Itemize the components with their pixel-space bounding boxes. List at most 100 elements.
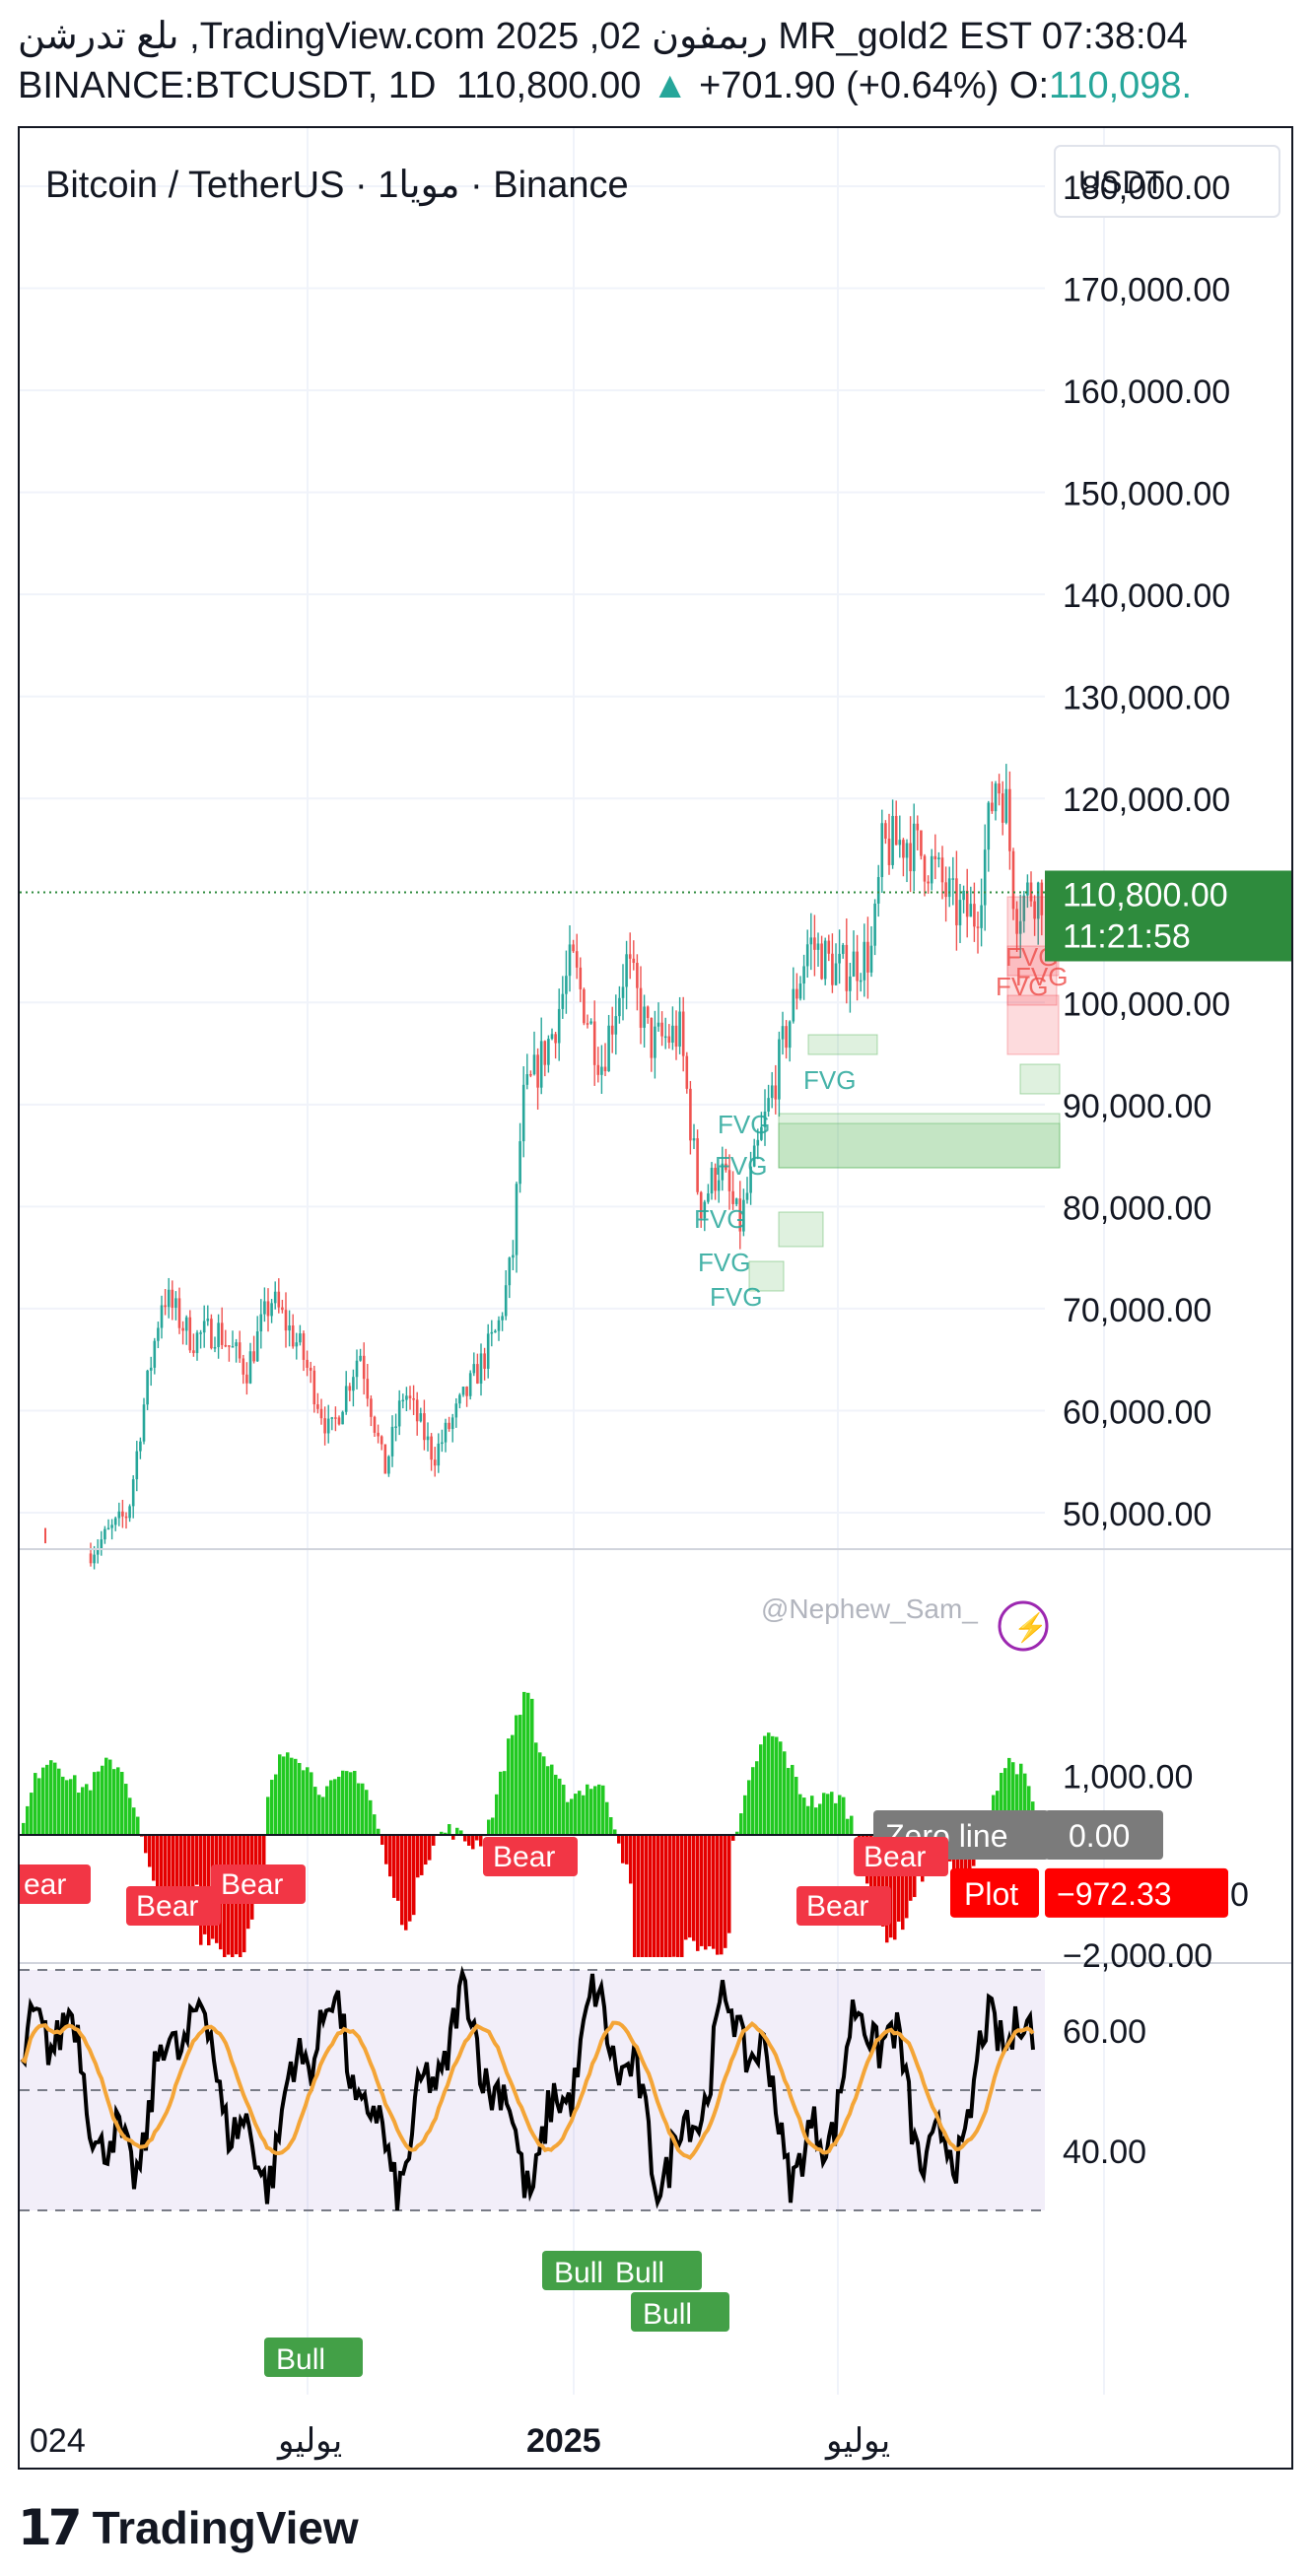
oscillator-bar	[625, 1835, 629, 1864]
candle-body	[380, 1436, 383, 1445]
candle-body	[845, 944, 849, 991]
bull-label: Bull	[276, 2343, 325, 2376]
oscillator-bar	[779, 1741, 783, 1835]
oscillator-bar	[487, 1819, 491, 1835]
candle-body	[987, 802, 991, 850]
oscillator-bar	[534, 1742, 538, 1835]
candle-body	[742, 1199, 745, 1232]
candle-body	[685, 1055, 689, 1089]
candle-body	[323, 1418, 326, 1434]
candle-body	[355, 1360, 359, 1378]
candle-body	[632, 958, 636, 964]
symbol-name[interactable]: BINANCE:BTCUSDT, 1D	[18, 65, 437, 106]
candle-body	[245, 1374, 248, 1384]
price-axis-label: 150,000.00	[1063, 476, 1230, 513]
oscillator-bar	[191, 1835, 195, 1893]
candle-body	[983, 849, 987, 906]
oscillator-bar	[278, 1754, 282, 1835]
candle-body	[752, 1145, 756, 1167]
candle-body	[139, 1441, 142, 1452]
candle-body	[536, 1054, 539, 1088]
candle-body	[795, 988, 798, 999]
price-axis-label: 60,000.00	[1063, 1393, 1211, 1431]
price-axis-label: 70,000.00	[1063, 1292, 1211, 1329]
oscillator-bar	[349, 1772, 353, 1835]
oscillator-bar	[416, 1835, 420, 1878]
candle-body	[366, 1379, 370, 1399]
open-label: O:	[1008, 65, 1050, 106]
oscillator-bar	[290, 1757, 294, 1835]
candle-body	[802, 966, 805, 984]
oscillator-bar	[1015, 1774, 1019, 1835]
oscillator-bar	[720, 1835, 724, 1955]
candle-body	[621, 986, 625, 998]
bear-label-tag	[854, 1837, 948, 1876]
oscillator-bar	[889, 1835, 893, 1938]
oscillator-bar	[22, 1822, 26, 1835]
candle-body	[717, 1180, 721, 1191]
price-axis-label: 50,000.00	[1063, 1496, 1211, 1533]
rsi-axis-label: 40.00	[1063, 2134, 1146, 2171]
fvg-bearish-zone	[1006, 994, 1060, 1055]
chart-frame[interactable]: Bitcoin / TetherUS · 1مويا · Binance USDT…	[14, 126, 1293, 2470]
oscillator-bar	[700, 1835, 704, 1946]
candle-body	[217, 1322, 220, 1347]
candle-body	[543, 1041, 547, 1065]
oscillator-bar	[633, 1835, 637, 1957]
candle-body	[734, 1198, 738, 1204]
candle-body	[674, 1025, 678, 1048]
oscillator-bar	[680, 1835, 684, 1957]
candle-body	[912, 823, 916, 872]
candle-body	[316, 1404, 319, 1409]
candle-body	[866, 941, 869, 973]
candle-body	[483, 1353, 486, 1369]
bear-label-tag	[14, 1864, 91, 1904]
candle-body	[887, 839, 891, 865]
candle-body	[692, 1138, 696, 1141]
candle-body	[909, 843, 912, 872]
candle-body	[600, 1066, 603, 1075]
candle-body	[575, 951, 579, 968]
oscillator-bar	[93, 1772, 97, 1835]
candle-body	[756, 1139, 760, 1146]
price-axis-label: 100,000.00	[1063, 985, 1230, 1023]
candle-body	[905, 843, 909, 858]
candle-body	[437, 1443, 441, 1466]
candle-body	[969, 904, 973, 917]
candle-body	[646, 1006, 650, 1018]
candle-body	[660, 1022, 663, 1037]
candle-body	[273, 1291, 277, 1304]
oscillator-bar	[656, 1835, 660, 1957]
chart-canvas[interactable]: Bitcoin / TetherUS · 1مويا · Binance USDT…	[14, 128, 1291, 2468]
oscillator-axis-stub: 0	[1230, 1876, 1249, 1914]
candle-body	[370, 1398, 373, 1417]
fvg-label: FVG	[803, 1065, 856, 1095]
watermark-bolt-icon: ⚡	[1013, 1611, 1048, 1644]
candle-body	[965, 890, 969, 917]
candle-body	[89, 1553, 93, 1564]
rsi-ma-line	[20, 2020, 1035, 2160]
oscillator-bar	[582, 1795, 586, 1835]
candle-body	[377, 1432, 380, 1437]
oscillator-bar	[743, 1795, 747, 1835]
oscillator-bar	[357, 1783, 361, 1835]
oscillator-bar	[329, 1780, 333, 1835]
candle-body	[228, 1345, 231, 1347]
bull-label: Bull	[643, 2298, 692, 2331]
candle-body	[468, 1373, 472, 1396]
candle-body	[171, 1289, 174, 1309]
candle-body	[387, 1456, 390, 1474]
oscillator-bar	[172, 1835, 175, 1914]
candle-body	[181, 1327, 184, 1331]
candle-body	[656, 1022, 660, 1027]
tradingview-logo[interactable]: 17 TradingView	[18, 2493, 359, 2562]
candle-body	[618, 997, 621, 1017]
oscillator-bar	[684, 1835, 688, 1940]
candle-body	[721, 1163, 725, 1181]
oscillator-bar	[45, 1764, 49, 1835]
candle-body	[592, 1021, 596, 1065]
oscillator-bar	[1007, 1757, 1011, 1835]
candle-body	[1036, 882, 1040, 919]
candle-body	[827, 940, 831, 954]
candle-body	[195, 1332, 199, 1354]
